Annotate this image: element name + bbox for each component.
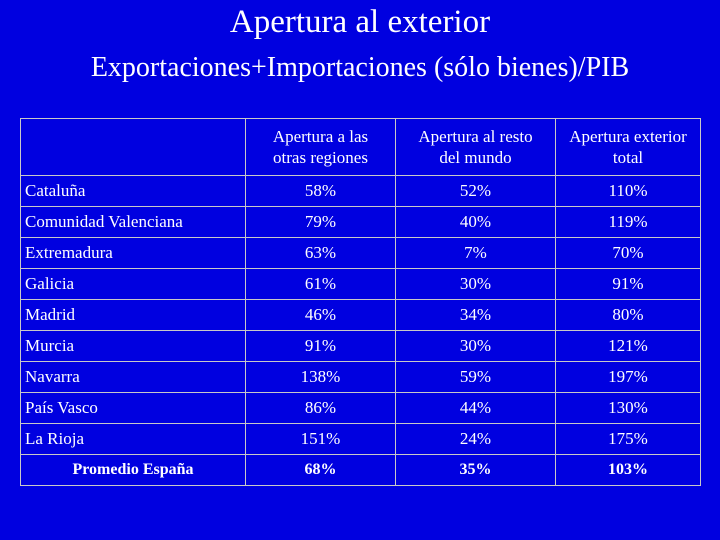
- cell: 138%: [245, 361, 396, 393]
- table-row: Promedio España 68% 35% 103%: [20, 454, 701, 486]
- table-row: Murcia 91% 30% 121%: [20, 330, 701, 362]
- cell: 58%: [245, 175, 396, 207]
- row-label: Galicia: [20, 268, 246, 300]
- cell: 110%: [555, 175, 701, 207]
- cell: 61%: [245, 268, 396, 300]
- cell: 30%: [395, 330, 556, 362]
- table-row: La Rioja 151% 24% 175%: [20, 423, 701, 455]
- corner-cell: [20, 118, 246, 176]
- table-row: Cataluña 58% 52% 110%: [20, 175, 701, 207]
- subtitle: Exportaciones+Importaciones (sólo bienes…: [90, 52, 630, 83]
- cell: 91%: [555, 268, 701, 300]
- header-row: Apertura a las otras regiones Apertura al…: [20, 118, 701, 176]
- cell: 91%: [245, 330, 396, 362]
- row-label: Comunidad Valenciana: [20, 206, 246, 238]
- cell: 130%: [555, 392, 701, 424]
- title: Apertura al exterior: [229, 4, 491, 40]
- row-label: Cataluña: [20, 175, 246, 207]
- row-label: La Rioja: [20, 423, 246, 455]
- cell: 151%: [245, 423, 396, 455]
- cell: 44%: [395, 392, 556, 424]
- cell: 52%: [395, 175, 556, 207]
- cell: 119%: [555, 206, 701, 238]
- column-header: Apertura a las otras regiones: [245, 118, 396, 176]
- table-row: Madrid 46% 34% 80%: [20, 299, 701, 331]
- table-row: País Vasco 86% 44% 130%: [20, 392, 701, 424]
- cell: 34%: [395, 299, 556, 331]
- row-label: Murcia: [20, 330, 246, 362]
- table-row: Navarra 138% 59% 197%: [20, 361, 701, 393]
- cell: 175%: [555, 423, 701, 455]
- table: Apertura a las otras regiones Apertura al…: [20, 118, 701, 486]
- row-label: Extremadura: [20, 237, 246, 269]
- cell: 103%: [555, 454, 701, 486]
- cell: 121%: [555, 330, 701, 362]
- cell: 24%: [395, 423, 556, 455]
- table-row: Extremadura 63% 7% 70%: [20, 237, 701, 269]
- row-label: Promedio España: [20, 454, 246, 486]
- column-header: Apertura al resto del mundo: [395, 118, 556, 176]
- cell: 80%: [555, 299, 701, 331]
- column-header: Apertura exterior total: [555, 118, 701, 176]
- table-row: Galicia 61% 30% 91%: [20, 268, 701, 300]
- cell: 46%: [245, 299, 396, 331]
- row-label: Madrid: [20, 299, 246, 331]
- cell: 79%: [245, 206, 396, 238]
- cell: 86%: [245, 392, 396, 424]
- cell: 59%: [395, 361, 556, 393]
- table-body: Cataluña 58% 52% 110% Comunidad Valenciana 79…: [20, 175, 701, 486]
- cell: 197%: [555, 361, 701, 393]
- cell: 68%: [245, 454, 396, 486]
- table-row: Comunidad Valenciana 79% 40% 119%: [20, 206, 701, 238]
- cell: 30%: [395, 268, 556, 300]
- row-label: Navarra: [20, 361, 246, 393]
- cell: 7%: [395, 237, 556, 269]
- row-label: País Vasco: [20, 392, 246, 424]
- cell: 63%: [245, 237, 396, 269]
- cell: 40%: [395, 206, 556, 238]
- cell: 70%: [555, 237, 701, 269]
- cell: 35%: [395, 454, 556, 486]
